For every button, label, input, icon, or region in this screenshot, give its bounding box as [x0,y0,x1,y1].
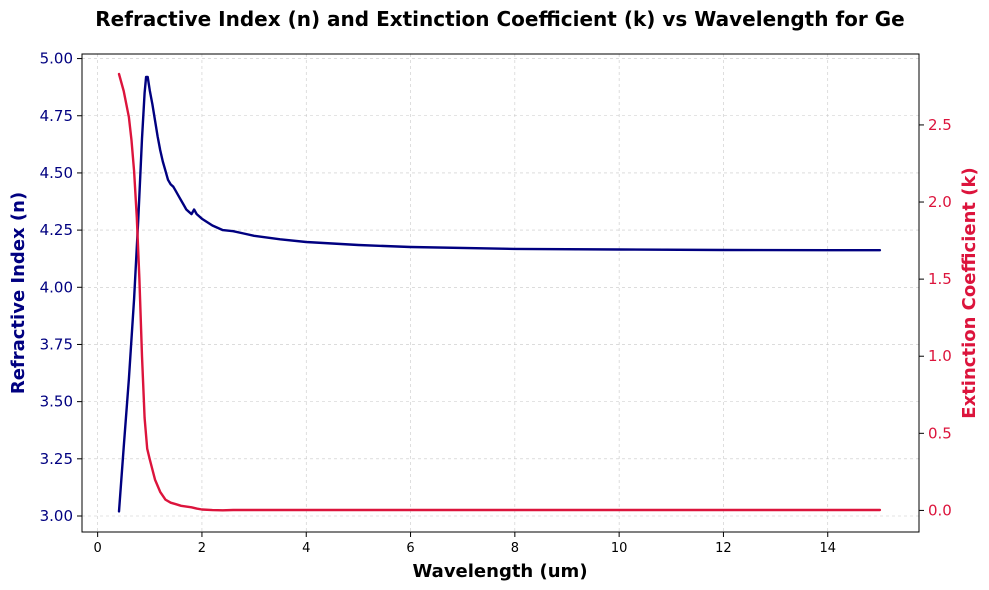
chart-title: Refractive Index (n) and Extinction Coef… [95,7,904,31]
y-left-tick-label: 3.75 [40,335,73,353]
series-line-k [117,72,882,512]
x-tick-label: 14 [819,541,836,556]
x-axis-ticks: 0 2 4 6 8 10 12 14 [94,532,836,556]
y-left-tick-label: 3.50 [40,393,73,411]
y-left-tick-label: 3.00 [40,507,73,525]
y-left-axis-ticks: 3.00 3.25 3.50 3.75 4.00 4.25 4.50 4.75 5.00 [40,50,82,525]
series-line-n [117,75,882,513]
grid [82,54,919,532]
series-layer [117,72,882,513]
y-left-tick-label: 4.25 [40,221,73,239]
x-axis-label: Wavelength (um) [412,561,587,582]
x-tick-label: 6 [406,541,414,556]
y-right-axis-label: Extinction Coefficient (k) [959,167,980,418]
y-left-tick-label: 3.25 [40,450,73,468]
y-right-tick-label: 0.0 [928,501,952,519]
y-left-axis-label: Refractive Index (n) [8,192,29,394]
x-tick-label: 12 [715,541,732,556]
y-right-tick-label: 2.0 [928,193,952,211]
x-tick-label: 8 [511,541,519,556]
y-left-tick-label: 5.00 [40,50,73,68]
x-tick-label: 2 [198,541,206,556]
y-right-tick-label: 1.5 [928,270,952,288]
plot-frame [81,53,920,533]
y-left-tick-label: 4.00 [40,278,73,296]
y-right-tick-label: 0.5 [928,424,952,442]
y-left-tick-label: 4.75 [40,107,73,125]
y-left-tick-label: 4.50 [40,164,73,182]
x-tick-label: 4 [302,541,310,556]
x-tick-label: 0 [94,541,102,556]
y-right-axis-ticks: 0.0 0.5 1.0 1.5 2.0 2.5 [919,116,952,519]
y-right-tick-label: 1.0 [928,347,952,365]
x-tick-label: 10 [611,541,628,556]
y-right-tick-label: 2.5 [928,116,952,134]
